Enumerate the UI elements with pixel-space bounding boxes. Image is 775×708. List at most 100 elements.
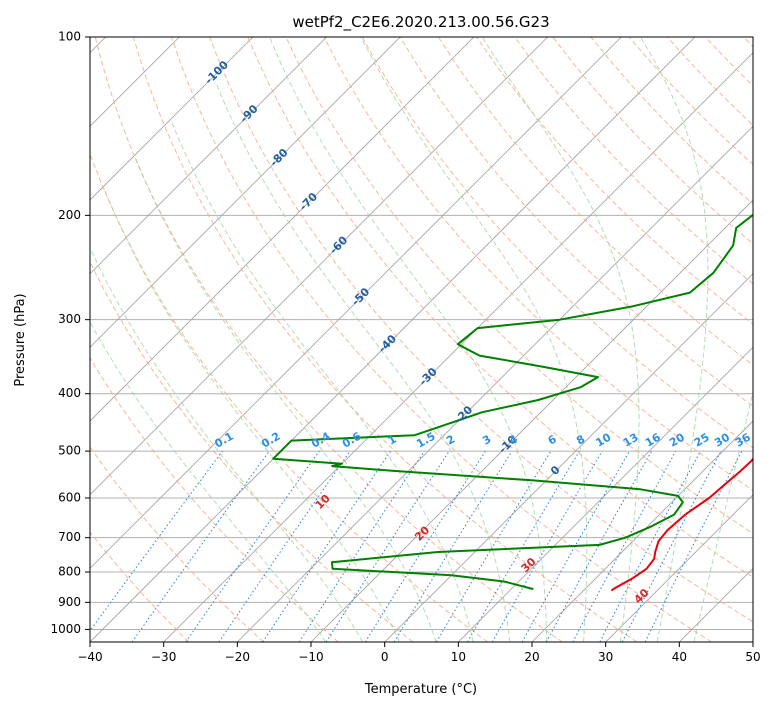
mixing-ratio-line [599, 450, 701, 642]
isotherm-line [90, 37, 696, 642]
moist-adiabat-line [640, 37, 709, 642]
dry-adiabat-line [285, 37, 753, 535]
moist-adiabat-line [215, 83, 511, 642]
isotherm-line [90, 37, 401, 348]
mixing-ratio-label: 1 [386, 433, 399, 448]
isotherm-line [679, 567, 753, 642]
mixing-ratio-line [262, 450, 392, 642]
isotherm-label: -80 [267, 146, 290, 169]
y-tick-label: 1000 [50, 622, 81, 636]
y-tick-label: 500 [58, 444, 81, 458]
dry-adiabat-line [90, 356, 339, 642]
isotherm-line [90, 37, 475, 422]
y-tick-label: 700 [58, 530, 81, 544]
moist-adiabat-line [171, 123, 474, 642]
chart-title: wetPf2_C2E6.2020.213.00.56.G23 [292, 13, 549, 32]
isotherm-line [384, 273, 753, 642]
dry-adiabat-label: 40 [632, 586, 652, 606]
y-tick-label: 600 [58, 491, 81, 505]
x-tick-label: −10 [298, 650, 323, 664]
x-tick-label: 0 [381, 650, 389, 664]
moist-adiabat-line [481, 37, 640, 642]
isotherm-label: 0 [548, 463, 563, 478]
moist-adiabat-line [103, 188, 400, 642]
y-tick-label: 900 [58, 595, 81, 609]
dry-adiabat-line [437, 37, 753, 366]
y-tick-label: 100 [58, 30, 81, 44]
y-tick-label: 400 [58, 386, 81, 400]
moist-adiabat-line [90, 321, 327, 642]
moist-adiabat-line [360, 37, 588, 642]
dry-adiabat-line [90, 260, 414, 642]
mixing-ratio-label: 13 [621, 431, 641, 450]
isotherm-line [752, 641, 753, 642]
mixing-ratio-label: 1.5 [414, 430, 437, 451]
mixing-ratio-label: 0.4 [309, 429, 333, 450]
dry-adiabat-line [90, 531, 190, 642]
isotherm-label: -70 [297, 190, 320, 213]
dry-adiabat-line [514, 37, 753, 285]
temperature-profile-line [610, 457, 753, 592]
isotherm-line [531, 420, 753, 642]
isotherm-line [90, 37, 548, 496]
moist-adiabat-line [135, 157, 437, 642]
mixing-ratio-line [545, 450, 653, 642]
dry-adiabat-line [552, 37, 753, 245]
mixing-ratio-line [185, 450, 320, 642]
x-tick-label: 50 [745, 650, 760, 664]
x-tick-label: 30 [598, 650, 613, 664]
mixing-ratio-label: 10 [594, 430, 614, 449]
dry-adiabat-line [361, 37, 753, 449]
dry-adiabat-line [90, 446, 264, 642]
moist-adiabat-line [693, 390, 753, 642]
mixing-ratio-line [131, 450, 270, 642]
dry-adiabat-line [323, 37, 753, 491]
mixing-ratio-label: 30 [712, 430, 732, 449]
y-tick-label: 300 [58, 312, 81, 326]
dry-adiabat-line [94, 37, 563, 642]
dry-adiabat-line [476, 37, 753, 325]
mixing-ratio-label: 16 [643, 430, 663, 449]
x-tick-label: 10 [451, 650, 466, 664]
mixing-ratio-line [325, 450, 450, 642]
x-axis-label: Temperature (°C) [364, 682, 477, 697]
mixing-ratio-label: 0.6 [340, 429, 364, 450]
y-axis-label: Pressure (hPa) [13, 293, 28, 386]
x-tick-label: −40 [77, 650, 102, 664]
dry-adiabat-line [666, 37, 753, 126]
isotherm-label: -30 [417, 365, 440, 388]
isotherm-line [237, 125, 753, 642]
mixing-ratio-line [90, 450, 223, 632]
plot-frame [89, 36, 754, 643]
isotherm-line [605, 494, 753, 642]
x-tick-label: 40 [672, 650, 687, 664]
moist-adiabat-line [90, 246, 364, 642]
mixing-ratio-label: 6 [546, 432, 559, 447]
mixing-ratio-line [298, 450, 425, 642]
mixing-ratio-label: 20 [667, 430, 687, 449]
dry-adiabat-line [704, 37, 753, 87]
dry-adiabat-line [590, 37, 753, 205]
isotherm-line [163, 52, 753, 642]
dewpoint-profile-line [272, 213, 753, 591]
dry-adiabat-line [209, 37, 753, 623]
isotherm-label: -20 [452, 403, 475, 426]
mixing-ratio-line [521, 450, 630, 642]
isotherm-line [90, 37, 254, 201]
isotherm-line [458, 346, 753, 642]
mixing-ratio-label: 0.2 [259, 430, 282, 451]
dry-adiabat-line [171, 37, 712, 642]
mixing-ratio-label: 2 [444, 433, 457, 448]
x-tick-label: 20 [524, 650, 539, 664]
y-tick-label: 200 [58, 208, 81, 222]
dry-adiabat-line [90, 152, 488, 642]
isotherm-label: -100 [202, 58, 231, 87]
moist-adiabat-line [269, 37, 548, 642]
mixing-ratio-label: 36 [733, 430, 753, 449]
dry-adiabat-line [743, 37, 753, 48]
mixing-ratio-line [572, 450, 677, 642]
mixing-ratio-line [218, 450, 351, 642]
isotherm-label: -60 [327, 233, 350, 256]
mixing-ratio-label: 8 [574, 433, 587, 448]
